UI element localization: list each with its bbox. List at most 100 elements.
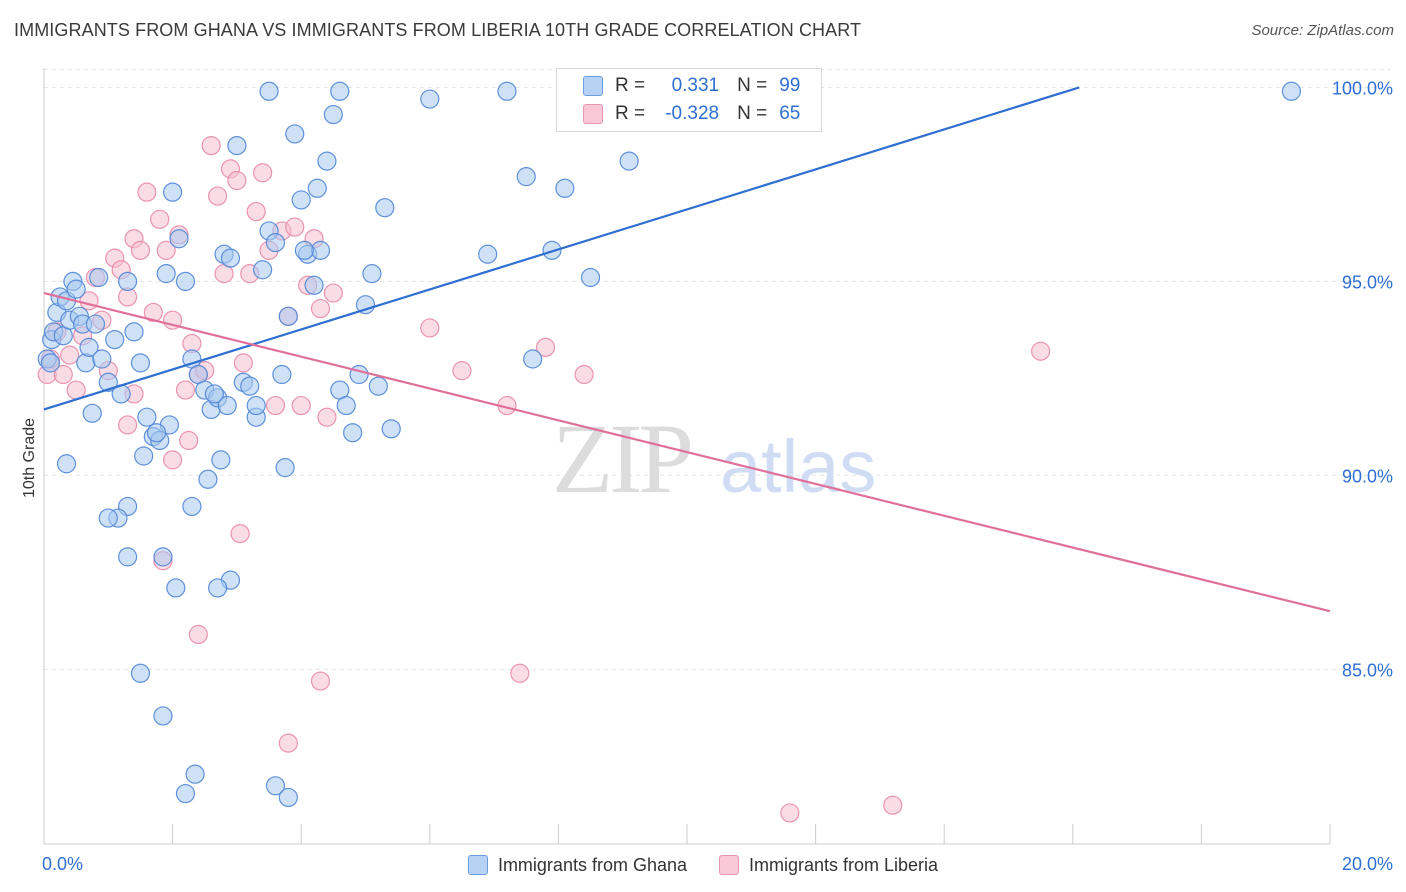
liberia-point (208, 186, 228, 206)
ghana-point (208, 578, 228, 598)
ghana-swatch (467, 855, 488, 875)
liberia-point (452, 361, 472, 381)
ghana-point (555, 178, 575, 198)
legend-n-label: N = (737, 103, 768, 124)
ghana-point (259, 81, 279, 101)
ghana-point (330, 81, 350, 101)
legend-item-ghana: Immigrants from Ghana (467, 855, 687, 876)
legend-r-value: 0.331 (671, 75, 720, 96)
ghana-point (76, 353, 96, 373)
ghana-point (40, 353, 61, 373)
ghana-point (343, 423, 363, 443)
legend-row-ghana: R = 0.331 N = 99 (583, 73, 800, 99)
ghana-point (79, 337, 99, 357)
ghana-point (217, 395, 237, 416)
liberia-point (291, 395, 311, 416)
ghana-point (275, 458, 295, 478)
liberia-swatch (583, 104, 603, 124)
ghana-point (516, 167, 536, 187)
ghana-point (240, 376, 260, 396)
ghana-point (153, 706, 173, 726)
watermark-zip: ZIP (552, 403, 690, 514)
ghana-point (185, 764, 205, 784)
ghana-point (105, 330, 125, 350)
stats-legend: R = 0.331 N = 99 R = -0.328 N = 65 (556, 68, 822, 132)
ghana-point (272, 364, 292, 385)
ghana-point (580, 267, 601, 288)
ghana-point (420, 89, 440, 109)
ghana-point (137, 407, 157, 427)
ghana-point (246, 395, 266, 416)
liberia-point (137, 182, 157, 202)
ghana-point (169, 229, 189, 249)
y-tick-label: 85.0% (1342, 660, 1393, 680)
y-tick-label: 95.0% (1342, 272, 1393, 292)
ghana-point (92, 349, 112, 369)
legend-r-label: R = (615, 103, 646, 124)
liberia-point (150, 209, 170, 229)
liberia-point (285, 217, 305, 237)
liberia-point (253, 163, 273, 183)
liberia-point (188, 624, 208, 645)
ghana-point (355, 295, 376, 315)
ghana-point (227, 136, 247, 156)
legend-n-value: 65 (779, 103, 801, 124)
ghana-point (211, 450, 231, 470)
ghana-point (278, 787, 298, 808)
ghana-point (523, 349, 543, 369)
ghana-point (89, 267, 109, 288)
ghana-point (175, 783, 196, 804)
ghana-point (497, 81, 517, 101)
ghana-point (381, 419, 401, 439)
ghana-points (37, 81, 1302, 808)
ghana-point (265, 233, 286, 253)
liberia-trend-line (43, 291, 1331, 613)
legend-item-label: Immigrants from Liberia (749, 854, 939, 875)
ghana-point (134, 446, 154, 466)
ghana-point (146, 423, 167, 443)
ghana-point (166, 578, 186, 598)
ghana-point (368, 376, 388, 396)
ghana-point (310, 240, 331, 260)
ghana-point (307, 178, 327, 198)
liberia-point (317, 407, 337, 427)
ghana-point (130, 663, 151, 683)
ghana-point (291, 190, 311, 210)
ghana-point (323, 104, 343, 125)
axes (43, 68, 1331, 845)
ghana-point (220, 248, 241, 268)
legend-n-value: 99 (779, 75, 801, 96)
ghana-point (1281, 81, 1302, 101)
y-axis-label: 10th Grade (21, 418, 38, 498)
ghana-point (98, 372, 118, 392)
liberia-point (246, 201, 266, 222)
ghana-point (82, 403, 102, 423)
ghana-point (56, 454, 77, 474)
liberia-point (143, 302, 163, 323)
liberia-point (163, 450, 183, 470)
liberia-point (53, 364, 73, 385)
liberia-point (420, 318, 440, 338)
liberia-point (179, 430, 199, 451)
x-tick-label: 0.0% (42, 854, 83, 874)
x-tick-label: 20.0% (1342, 854, 1393, 874)
legend-n-label: N = (737, 75, 768, 96)
ghana-point (375, 198, 395, 218)
trend-lines (43, 86, 1331, 613)
chart-title: IMMIGRANTS FROM GHANA VS IMMIGRANTS FROM… (14, 20, 862, 40)
ghana-point (265, 776, 286, 796)
legend-r-label: R = (615, 75, 646, 96)
legend-r-value: -0.328 (665, 103, 720, 124)
ghana-point (85, 314, 106, 334)
ghana-point (156, 264, 176, 284)
liberia-point (323, 283, 343, 303)
ghana-point (619, 151, 639, 171)
ghana-point (163, 182, 183, 202)
tick-labels: 85.0% 90.0% 95.0% 100.0% 0.0% 20.0% (42, 78, 1393, 874)
ghana-point (294, 240, 315, 260)
ghana-point (124, 322, 144, 342)
ghana-point (285, 124, 305, 144)
liberia-point (60, 345, 80, 365)
ghana-point (117, 271, 138, 291)
